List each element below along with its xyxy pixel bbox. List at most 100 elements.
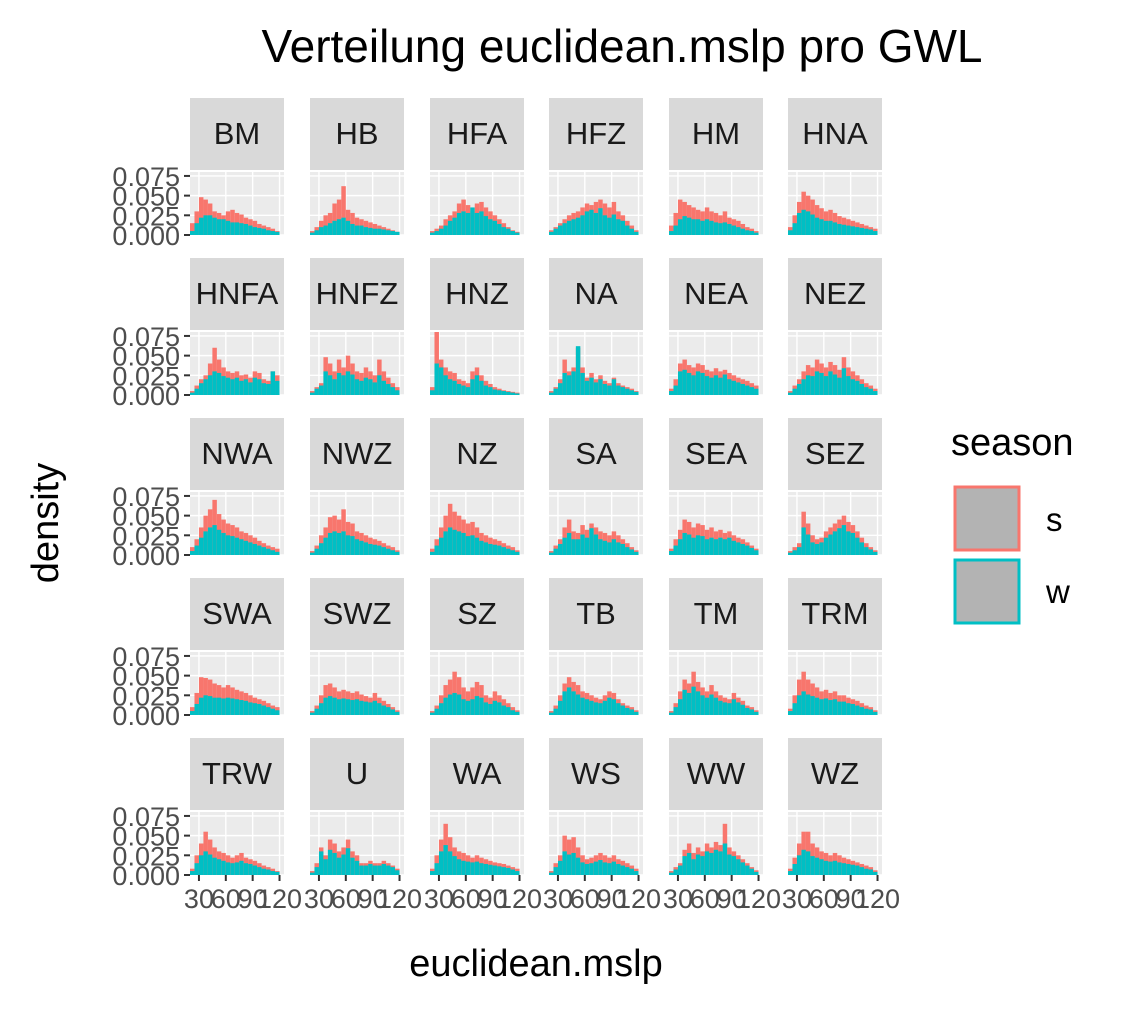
facet-strip-label: NEZ — [804, 276, 866, 311]
bar-w — [447, 694, 453, 715]
bar-w — [212, 525, 217, 555]
bar-w — [805, 851, 811, 875]
bar-w — [695, 854, 701, 875]
bar-w — [456, 531, 462, 555]
bar-w — [194, 703, 199, 715]
y-tick-label: 0.025 — [112, 841, 180, 871]
bar-w — [275, 380, 280, 395]
bar-w — [823, 860, 829, 875]
facet-strip-label: TRM — [801, 596, 868, 631]
bar-w — [828, 534, 833, 555]
bar-w — [754, 711, 759, 715]
bar-w — [740, 383, 746, 395]
bar-w — [434, 231, 439, 235]
bar-w — [395, 870, 400, 875]
bar-w — [634, 391, 639, 395]
bar-w — [221, 219, 226, 235]
bar-w — [430, 390, 435, 395]
bar-w — [731, 856, 737, 875]
bar-w — [275, 231, 280, 235]
bar-w — [749, 387, 755, 395]
bar-w — [332, 852, 337, 875]
bar-w — [749, 868, 755, 875]
bar-w — [327, 696, 333, 715]
bar-w — [190, 231, 195, 235]
bar-w — [611, 214, 617, 235]
facet-panel-sez: SEZ — [788, 418, 882, 556]
bar-w — [506, 867, 511, 875]
bar-w — [616, 703, 621, 715]
bar-w — [864, 868, 869, 875]
bar-w — [557, 700, 563, 715]
bar-w — [629, 228, 635, 235]
bar-w — [270, 371, 276, 395]
y-tick-label: 0.000 — [112, 381, 180, 411]
bar-w — [611, 861, 617, 875]
bar-w — [248, 225, 253, 235]
bar-s — [323, 215, 328, 235]
bar-w — [669, 231, 674, 235]
bar-w — [584, 211, 590, 235]
bar-w — [207, 854, 213, 875]
facet-panel-na: NA — [549, 258, 643, 396]
bar-w — [625, 547, 630, 555]
bar-s — [336, 199, 342, 235]
bar-w — [510, 869, 516, 875]
bar-w — [722, 374, 728, 395]
bar-w — [593, 212, 599, 235]
bar-w — [336, 532, 342, 555]
bar-w — [745, 230, 750, 235]
bar-w — [354, 699, 360, 715]
bar-w — [345, 220, 351, 235]
bar-w — [682, 369, 687, 395]
bar-w — [194, 863, 199, 875]
bar-w — [225, 377, 231, 395]
facet-strip-label: NA — [574, 276, 617, 311]
bar-w — [740, 228, 746, 235]
bar-w — [805, 375, 811, 395]
bar-w — [700, 695, 705, 715]
facet-strip — [310, 98, 404, 170]
bar-w — [740, 862, 746, 875]
bar-w — [266, 707, 271, 715]
bar-w — [846, 703, 851, 715]
bar-w — [368, 227, 373, 235]
bar-w — [212, 217, 217, 235]
bar-w — [709, 852, 714, 875]
bar-w — [873, 391, 878, 395]
bar-w — [488, 543, 493, 555]
bar-s — [677, 199, 683, 235]
facet-strip — [788, 98, 882, 170]
bar-w — [700, 220, 705, 235]
bar-w — [501, 547, 507, 555]
facet-strip-label: HNFZ — [316, 276, 399, 311]
bar-w — [377, 865, 382, 875]
bar-w — [221, 698, 226, 715]
bar-w — [345, 371, 351, 395]
bar-w — [350, 700, 355, 715]
facet-panel-tm: TM — [669, 578, 763, 716]
bar-w — [557, 860, 563, 875]
bar-s — [332, 203, 337, 235]
bar-w — [718, 223, 723, 235]
bar-w — [682, 689, 687, 715]
bar-w — [686, 692, 692, 715]
bar-w — [625, 707, 630, 715]
bar-w — [216, 529, 222, 555]
bar-w — [438, 537, 444, 555]
bar-w — [198, 383, 204, 395]
bar-w — [792, 703, 797, 715]
bar-w — [805, 211, 811, 235]
bar-w — [584, 863, 590, 875]
bar-w — [788, 392, 793, 395]
bar-w — [381, 547, 387, 555]
bar-w — [314, 708, 319, 715]
bar-w — [686, 217, 692, 235]
y-tick-label: 0.000 — [112, 541, 180, 571]
bar-w — [216, 219, 222, 235]
bar-w — [810, 856, 815, 875]
bar-w — [589, 863, 594, 875]
